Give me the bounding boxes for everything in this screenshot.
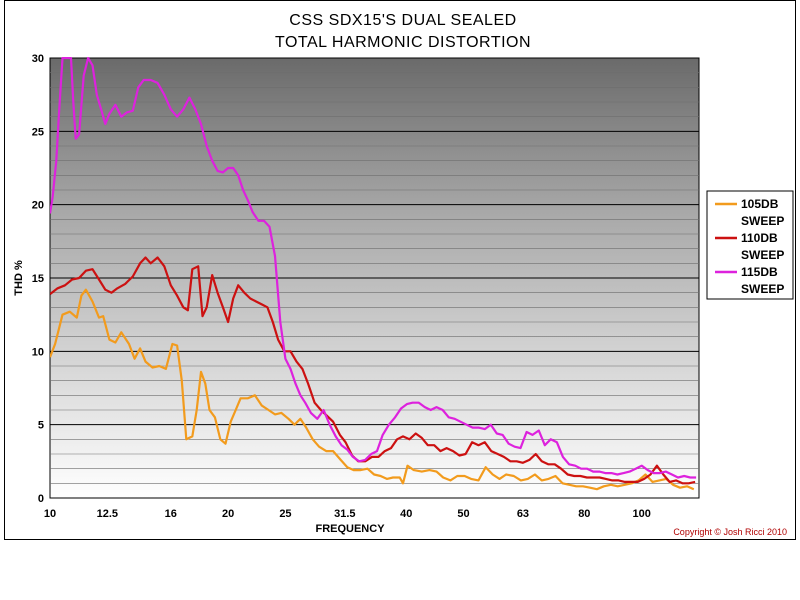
legend-label-3-b: SWEEP (741, 282, 784, 296)
x-tick-label: 80 (578, 508, 590, 520)
series-line-2 (50, 256, 696, 485)
x-tick-label: 50 (457, 508, 469, 520)
x-axis-label: FREQUENCY (315, 523, 385, 535)
x-tick-label: 40 (400, 508, 412, 520)
major-gridlines (50, 130, 699, 426)
chart-frame: CSS SDX15'S DUAL SEALED TOTAL HARMONIC D… (4, 0, 796, 540)
y-tick-label: 15 (32, 273, 44, 285)
x-tick-label: 12.5 (97, 508, 118, 520)
x-tick-label: 25 (279, 508, 291, 520)
x-tick-label: 31.5 (334, 508, 355, 520)
thd-chart: CSS SDX15'S DUAL SEALED TOTAL HARMONIC D… (13, 12, 794, 537)
x-tick-label: 10 (44, 508, 56, 520)
y-tick-label: 5 (38, 420, 44, 432)
series-line-3 (50, 57, 697, 479)
series-line-1 (50, 288, 695, 491)
y-axis-label: THD % (13, 260, 25, 296)
copyright-text: Copyright © Josh Ricci 2010 (673, 527, 787, 537)
chart-title-line-1: CSS SDX15'S DUAL SEALED (289, 12, 516, 29)
y-tick-label: 25 (32, 126, 44, 138)
legend-label-2-a: 110DB (741, 231, 778, 245)
legend: 105DB SWEEP 110DB SWEEP 115DB SWEEP (715, 197, 784, 296)
x-tick-label: 20 (222, 508, 234, 520)
y-tick-label: 30 (32, 53, 44, 65)
y-tick-labels: 0 5 10 15 20 25 30 (32, 53, 44, 505)
y-tick-label: 20 (32, 200, 44, 212)
x-tick-label: 63 (517, 508, 529, 520)
legend-label-3-a: 115DB (741, 265, 778, 279)
legend-box (706, 190, 794, 300)
legend-label-2-b: SWEEP (741, 248, 784, 262)
minor-gridlines (50, 72, 699, 484)
legend-label-1-a: 105DB (741, 197, 779, 211)
y-tick-label: 0 (38, 493, 44, 505)
x-tick-label: 100 (632, 508, 650, 520)
x-tick-labels: 10 12.5 16 20 25 31.5 40 50 63 80 100 (44, 508, 651, 520)
chart-title-line-2: TOTAL HARMONIC DISTORTION (275, 34, 531, 51)
series-layer (50, 57, 697, 491)
legend-label-1-b: SWEEP (741, 214, 784, 228)
x-tick-label: 16 (165, 508, 177, 520)
y-tick-label: 10 (32, 346, 44, 358)
